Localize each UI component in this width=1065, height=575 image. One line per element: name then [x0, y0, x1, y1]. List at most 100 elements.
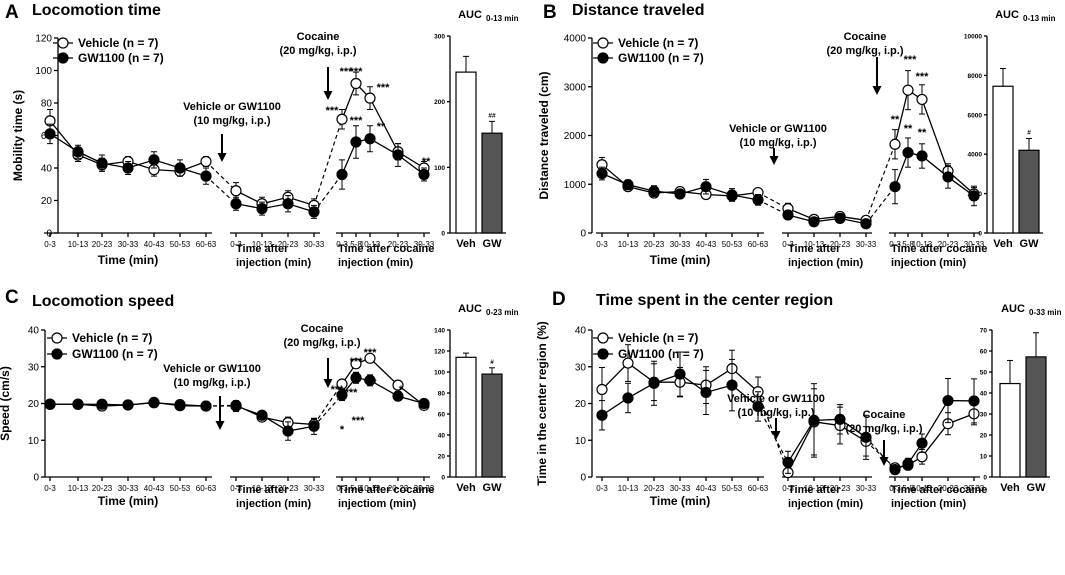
auc-x-label: GW	[483, 238, 503, 250]
auc-inset: AUC 0-23 min 0 20 40 60 80 100 120 140 Veh GW #	[434, 303, 518, 494]
x-tick-label: 0-3	[782, 484, 794, 493]
gw1100-point	[860, 431, 872, 443]
x-tick-label: 0-3	[230, 484, 242, 493]
auc-y-tick-label: 100	[434, 165, 445, 172]
x-tick-label: 0-3	[336, 484, 348, 493]
gw1100-point	[726, 379, 738, 391]
x-axis-label-after-cocaine: Time after cocaine	[891, 484, 987, 496]
vehicle-point	[902, 84, 914, 96]
auc-y-tick-label: 140	[434, 328, 445, 335]
series-gap-line	[313, 119, 343, 206]
vehicle-point	[622, 357, 634, 369]
y-tick-label: 3000	[564, 82, 587, 93]
legend-gw1100-marker	[597, 348, 609, 360]
x-tick-label: 30-33	[670, 240, 691, 249]
y-tick-label: 1000	[564, 180, 587, 191]
legend-vehicle-marker	[57, 37, 69, 49]
vehicle-point	[364, 92, 376, 104]
x-tick-label: 0-3	[889, 484, 901, 493]
x-tick-label: 5-8	[350, 484, 362, 493]
vehicle-point	[596, 383, 608, 396]
gw1100-point	[200, 400, 212, 412]
gw1100-point	[968, 190, 980, 202]
significance-mark: ***	[340, 66, 354, 78]
significance-mark: ***	[352, 415, 366, 427]
auc-significance: #	[1027, 129, 1031, 136]
legend: Vehicle (n = 7)GW1100 (n = 7)	[47, 331, 158, 361]
x-tick-label: 10-13	[912, 240, 933, 249]
x-axis-label-after-cocaine: injection (min)	[338, 257, 414, 269]
series-gw1100	[596, 137, 980, 230]
x-tick-label: 60-63	[748, 484, 769, 493]
annotation-cocaine: Cocaine	[297, 31, 340, 43]
panel-label: D	[552, 289, 566, 310]
legend-gw1100-label: GW1100 (n = 7)	[618, 51, 704, 65]
auc-title: AUC	[458, 9, 482, 21]
x-tick-label: 40-43	[144, 484, 165, 493]
annotation-vehicle-gw1100: Vehicle or GW1100	[727, 393, 825, 405]
series-gap-line	[865, 144, 896, 221]
x-tick-label: 0-3	[596, 484, 608, 493]
gw1100-point	[916, 150, 928, 162]
auc-y-tick-label: 6000	[968, 112, 983, 119]
gw1100-point	[889, 464, 901, 476]
x-tick-label: 30-33	[304, 240, 325, 249]
gw1100-point	[674, 368, 686, 380]
x-tick-label: 20-23	[644, 484, 665, 493]
legend-gw1100-marker	[51, 348, 63, 360]
x-tick-label: 0-3	[44, 484, 56, 493]
x-tick-label: 10-13	[618, 484, 639, 493]
x-tick-label: 10-13	[360, 484, 381, 493]
auc-y-tick-label: 40	[980, 391, 988, 398]
significance-mark: ***	[364, 377, 378, 389]
x-tick-label: 30-33	[964, 240, 985, 249]
annotation-vehicle-gw1100-dose: (10 mg/kg, i.p.)	[739, 137, 816, 149]
arrow-vehicle-injection-head	[769, 156, 779, 165]
gw1100-point	[916, 437, 928, 449]
y-axis: 0 10 20 30 40	[575, 326, 593, 484]
x-axis-label-after-injection: Time after	[236, 243, 289, 255]
gw1100-point	[596, 409, 608, 421]
panel-label: B	[543, 2, 557, 23]
auc-y-tick-label: 300	[434, 34, 445, 41]
significance-mark: ***	[904, 54, 918, 66]
annotation-vehicle-gw1100-dose: (10 mg/kg, i.p.)	[193, 115, 270, 127]
x-tick-label: 10-13	[804, 484, 825, 493]
legend-vehicle-label: Vehicle (n = 7)	[72, 331, 152, 345]
x-tick-label: 20-23	[92, 484, 113, 493]
auc-y-tick-label: 100	[434, 370, 445, 377]
arrow-cocaine-injection-head	[323, 379, 333, 388]
gw1100-point	[418, 168, 430, 181]
gw1100-point	[200, 170, 212, 182]
auc-inset: AUC 0-33 min 0 10 20 30 40 50 60 70 Veh GW	[980, 303, 1062, 494]
gw1100-point	[726, 189, 738, 201]
y-axis-label: Distance traveled (cm)	[537, 71, 551, 199]
significance-mark: ***	[350, 115, 364, 127]
x-tick-label: 0-3	[596, 240, 608, 249]
series-gap-line	[865, 436, 896, 471]
gw1100-point	[364, 374, 376, 386]
x-tick-label: 30-33	[856, 240, 877, 249]
series-line	[235, 190, 315, 206]
auc-y-tick-label: 2000	[968, 191, 983, 198]
x-axis-label-after-injection: injection (min)	[788, 498, 864, 510]
x-tick-label: 10-13	[804, 240, 825, 249]
significance-mark: ***	[350, 66, 364, 78]
x-axis-label-after-injection: injection (min)	[236, 257, 312, 269]
y-tick-label: 40	[41, 164, 53, 175]
significance-mark: **	[377, 121, 386, 133]
x-axis-label-after-injection: Time after	[236, 484, 289, 496]
y-tick-label: 30	[575, 362, 587, 373]
y-tick-label: 100	[35, 66, 52, 77]
x-axis-label-after-injection: injection (min)	[788, 257, 864, 269]
x-axis-label-time: Time (min)	[98, 494, 158, 508]
x-tick-label: 10-13	[252, 240, 273, 249]
significance-mark: *	[340, 424, 345, 436]
annotation-cocaine: Cocaine	[301, 323, 344, 335]
gw1100-point	[700, 181, 712, 193]
legend: Vehicle (n = 7)GW1100 (n = 7)	[53, 36, 164, 65]
x-tick-label: 0-3	[889, 240, 901, 249]
y-axis: 0 1000 2000 3000 4000	[564, 34, 593, 240]
gw1100-point	[782, 456, 794, 468]
annotation-cocaine-dose: (20 mg/kg, i.p.)	[845, 423, 922, 435]
